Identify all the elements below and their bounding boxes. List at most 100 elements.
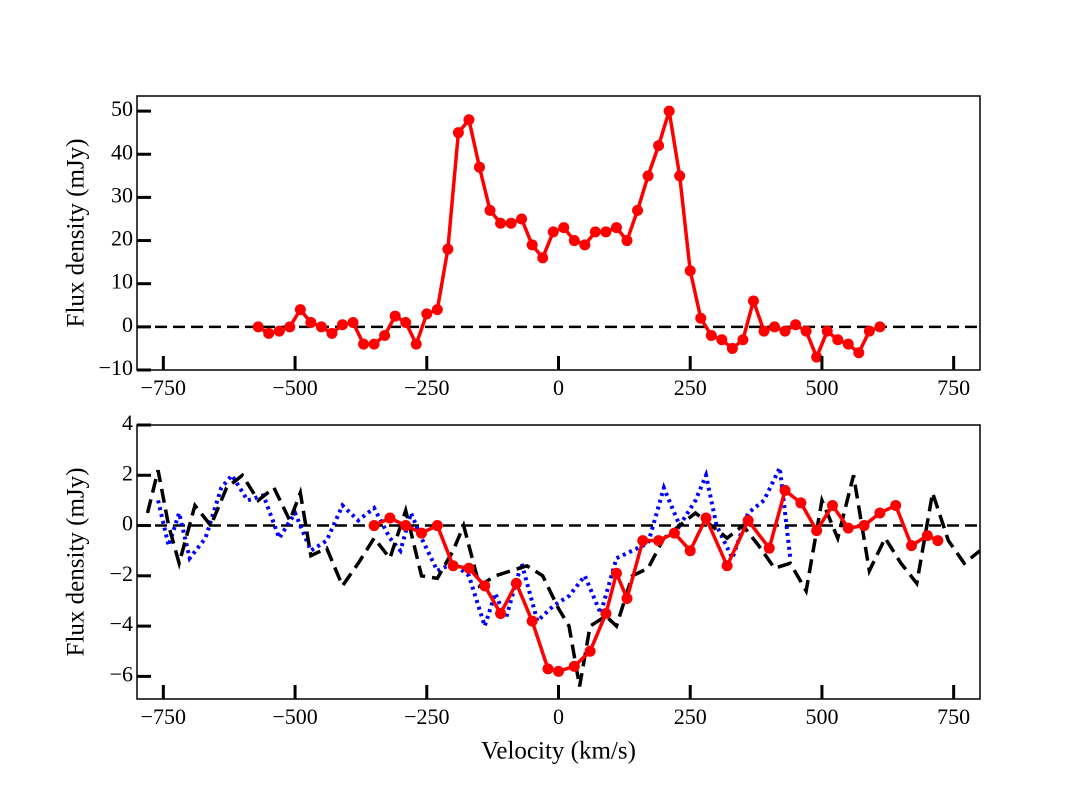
y-tick-label: 0 [122, 511, 133, 536]
marker [737, 334, 749, 346]
marker [684, 265, 696, 277]
y-tick-label: −10 [99, 355, 133, 380]
marker [284, 321, 296, 333]
marker [421, 308, 433, 320]
marker [695, 312, 707, 324]
y-axis-label: Flux density (mJy) [63, 139, 90, 328]
marker [779, 325, 791, 337]
marker [610, 222, 622, 234]
marker [674, 170, 686, 182]
marker [610, 567, 622, 579]
marker [821, 325, 833, 337]
marker [463, 562, 475, 574]
marker [400, 520, 412, 532]
marker [463, 114, 475, 126]
marker [874, 507, 886, 519]
series-line [373, 487, 939, 674]
marker [431, 520, 443, 532]
x-tick-label: −750 [141, 704, 186, 729]
series-line [145, 469, 982, 687]
y-tick-label: 30 [111, 182, 133, 207]
marker [932, 535, 944, 547]
marker [668, 527, 680, 539]
x-tick-label: −250 [404, 704, 449, 729]
y-tick-label: 0 [122, 312, 133, 337]
x-tick-label: 750 [937, 704, 970, 729]
x-tick-label: −250 [404, 375, 449, 400]
marker [526, 615, 538, 627]
marker [716, 334, 728, 346]
series-line [156, 460, 793, 633]
marker [890, 499, 902, 511]
marker [721, 560, 733, 572]
marker [579, 239, 591, 251]
marker [621, 235, 633, 247]
x-tick-label: 750 [937, 375, 970, 400]
marker [547, 226, 559, 238]
marker [273, 325, 285, 337]
marker [473, 161, 485, 173]
y-tick-label: −2 [110, 561, 133, 586]
marker [790, 319, 802, 331]
marker [479, 580, 491, 592]
marker [747, 295, 759, 307]
marker [826, 499, 838, 511]
y-tick-label: 20 [111, 226, 133, 251]
y-tick-label: 40 [111, 139, 133, 164]
marker [447, 560, 459, 572]
marker [315, 321, 327, 333]
axes-frame [136, 424, 981, 700]
marker [621, 592, 633, 604]
marker [495, 217, 507, 229]
x-tick-label: −500 [272, 704, 317, 729]
marker [726, 342, 738, 354]
x-axis-label: Velocity (km/s) [481, 738, 636, 765]
marker [832, 334, 844, 346]
x-tick-label: 500 [805, 375, 838, 400]
y-tick-label: 2 [122, 460, 133, 485]
marker [368, 520, 380, 532]
marker [842, 338, 854, 350]
x-tick-label: 0 [553, 375, 564, 400]
marker [252, 321, 264, 333]
marker [632, 204, 644, 216]
marker [637, 535, 649, 547]
marker [442, 243, 454, 255]
marker [642, 170, 654, 182]
marker [600, 226, 612, 238]
marker [800, 325, 812, 337]
x-tick-label: 0 [553, 704, 564, 729]
x-tick-label: 250 [674, 704, 707, 729]
marker [568, 235, 580, 247]
marker [326, 327, 338, 339]
marker [700, 512, 712, 524]
marker [758, 325, 770, 337]
y-tick-label: 10 [111, 269, 133, 294]
marker [568, 660, 580, 672]
marker [416, 527, 428, 539]
marker [505, 217, 517, 229]
marker [663, 105, 675, 117]
marker [553, 665, 564, 677]
marker [510, 577, 522, 589]
marker [853, 347, 865, 359]
marker [653, 535, 665, 547]
marker [358, 338, 370, 350]
marker [742, 515, 754, 527]
marker [600, 608, 612, 620]
marker [906, 540, 918, 552]
marker [779, 484, 791, 496]
marker [431, 304, 443, 316]
y-axis-label: Flux density (mJy) [63, 468, 90, 657]
marker [389, 310, 401, 322]
marker [874, 321, 886, 333]
y-tick-label: −6 [110, 661, 133, 686]
marker [863, 325, 875, 337]
marker [842, 522, 854, 534]
x-tick-label: −500 [272, 375, 317, 400]
marker [858, 520, 870, 532]
marker [400, 317, 412, 329]
marker [542, 663, 554, 675]
x-tick-label: 250 [674, 375, 707, 400]
